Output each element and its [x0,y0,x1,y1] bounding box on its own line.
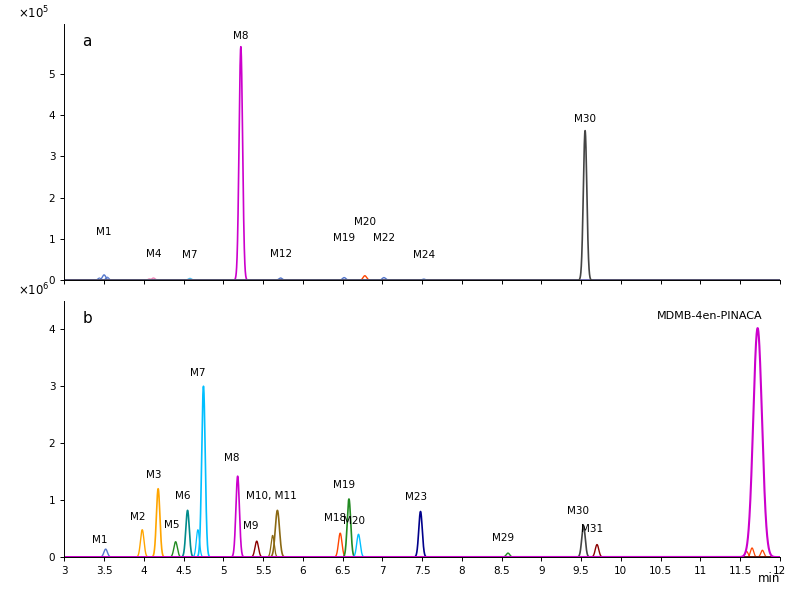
Text: M20: M20 [353,217,375,228]
Text: M8: M8 [233,31,248,41]
Text: M8: M8 [223,453,238,463]
Text: M7: M7 [190,368,206,377]
Text: M22: M22 [373,233,394,243]
Text: M4: M4 [145,249,161,259]
Text: M2: M2 [129,512,145,522]
Text: M19: M19 [332,233,355,243]
Text: M18: M18 [324,513,346,523]
Text: M10, M11: M10, M11 [246,491,296,501]
Text: M30: M30 [566,506,589,516]
Text: ×10$^{5}$: ×10$^{5}$ [18,5,49,22]
Text: M24: M24 [412,250,434,261]
Text: M23: M23 [404,492,426,503]
Text: M9: M9 [243,522,259,531]
Text: b: b [82,311,92,326]
Text: M5: M5 [164,520,179,530]
Text: M7: M7 [182,250,198,259]
Text: a: a [82,34,92,49]
Text: M12: M12 [269,249,291,259]
Text: M1: M1 [96,227,112,237]
Text: min: min [756,573,779,585]
Text: ×10$^{6}$: ×10$^{6}$ [18,282,50,298]
Text: M3: M3 [145,470,161,480]
Text: M31: M31 [581,524,602,534]
Text: M19: M19 [332,480,355,490]
Text: M29: M29 [491,533,514,543]
Text: M6: M6 [175,491,190,501]
Text: MDMB-4en-PINACA: MDMB-4en-PINACA [656,311,761,321]
Text: M1: M1 [92,534,108,544]
Text: M20: M20 [342,516,365,526]
Text: M30: M30 [573,114,595,124]
